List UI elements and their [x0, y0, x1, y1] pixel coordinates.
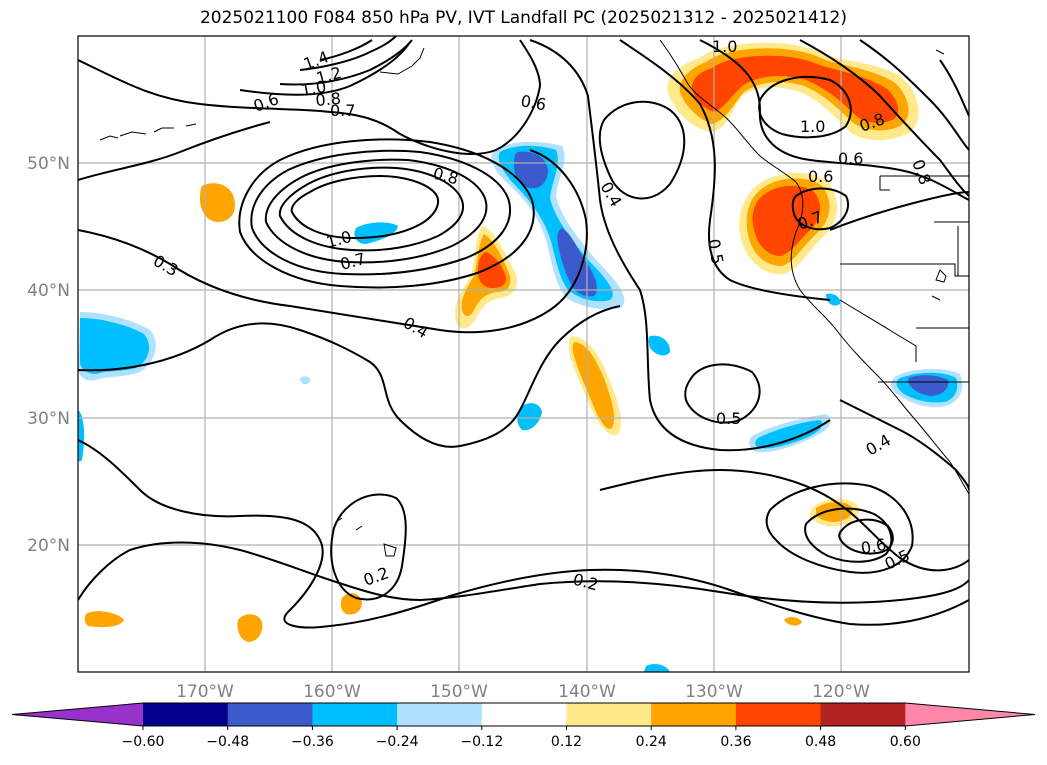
map-area: 1.4 1.2 1.0 0.8 0.7 0.6 1.0 0.6 0.8 1.0 … — [78, 36, 969, 672]
colorbar-segment — [143, 703, 229, 726]
colorbar-tick-label: −0.24 — [376, 734, 419, 750]
map-title: 2025021100 F084 850 hPa PV, IVT Landfall… — [199, 8, 847, 28]
contour-label: 0.5 — [716, 409, 741, 428]
contour-label: 0.6 — [859, 535, 887, 558]
contour-label: 1.0 — [712, 37, 737, 56]
negative-anomaly-region — [908, 375, 949, 396]
colorbar-tick-label: 0.24 — [636, 734, 667, 750]
colorbar-segment — [397, 703, 483, 726]
lon-tick-label: 140°W — [558, 682, 616, 702]
negative-anomaly-region — [517, 403, 542, 431]
positive-anomaly-region — [692, 55, 899, 123]
coastlines — [99, 39, 969, 557]
contour-label: 0.7 — [330, 101, 355, 120]
lon-tick-label: 170°W — [176, 682, 234, 702]
contour-label: 0.5 — [704, 237, 727, 265]
negative-anomaly-region — [80, 318, 150, 374]
contour-label: 1.0 — [800, 117, 825, 136]
lat-tick-label: 40°N — [27, 281, 70, 301]
lon-tick-label: 120°W — [812, 682, 870, 702]
negative-anomaly-region — [648, 335, 670, 356]
colorbar-segment — [820, 703, 906, 726]
contour-label: 0.8 — [315, 89, 342, 110]
colorbar-extend-high — [905, 703, 1035, 726]
contour-label: 1.0 — [299, 77, 327, 100]
colorbar-tick-label: −0.36 — [291, 734, 334, 750]
colorbar-segment — [481, 703, 567, 726]
negative-anomaly-region — [826, 293, 841, 306]
map-frame — [77, 35, 970, 673]
colorbar-segment — [735, 703, 822, 726]
negative-anomaly-region — [78, 410, 85, 462]
shaded-pv-regions — [78, 42, 963, 672]
lon-tick-labels: 170°W 160°W 150°W 140°W 130°W 120°W — [176, 682, 870, 702]
positive-anomaly-region — [478, 252, 506, 288]
contour-label: 0.6 — [808, 167, 833, 186]
negative-anomaly-region — [300, 376, 311, 385]
colorbar-segment — [227, 703, 313, 726]
positive-anomaly-region — [784, 616, 802, 626]
lat-tick-label: 30°N — [27, 409, 70, 429]
positive-anomaly-region — [572, 342, 615, 429]
colorbar: −0.60 −0.48 −0.36 −0.24 −0.12 0.12 0.24 0.36 0.4… — [11, 702, 1036, 750]
colorbar-tick-label: 0.48 — [805, 734, 836, 750]
colorbar-tick-label: −0.12 — [460, 734, 503, 750]
negative-anomaly-region — [644, 664, 670, 672]
lat-tick-labels: 50°N 40°N 30°N 20°N — [27, 154, 70, 556]
positive-anomaly-region — [200, 183, 236, 222]
negative-anomaly-region — [755, 420, 823, 449]
colorbar-extend-low — [12, 703, 143, 726]
colorbar-tick-label: −0.48 — [206, 734, 249, 750]
contour-label: 0.6 — [519, 91, 547, 114]
colorbar-tick-label: 0.36 — [720, 734, 751, 750]
lat-tick-label: 20°N — [27, 536, 70, 556]
colorbar-tick-label: 0.60 — [890, 734, 921, 750]
lon-tick-label: 150°W — [430, 682, 488, 702]
colorbar-tick-label: 0.12 — [551, 734, 582, 750]
contour-label: 0.6 — [838, 149, 863, 168]
colorbar-tick-label: −0.60 — [122, 734, 165, 750]
lat-tick-label: 50°N — [27, 154, 70, 174]
colorbar-segment — [566, 703, 652, 726]
positive-anomaly-region — [84, 611, 124, 628]
colorbar-segment — [651, 703, 737, 726]
lon-tick-label: 130°W — [685, 682, 743, 702]
colorbar-segment — [312, 703, 398, 726]
positive-anomaly-region — [237, 614, 263, 642]
pv-contours — [78, 36, 969, 629]
negative-anomaly-region — [514, 151, 548, 189]
lon-tick-label: 160°W — [303, 682, 361, 702]
